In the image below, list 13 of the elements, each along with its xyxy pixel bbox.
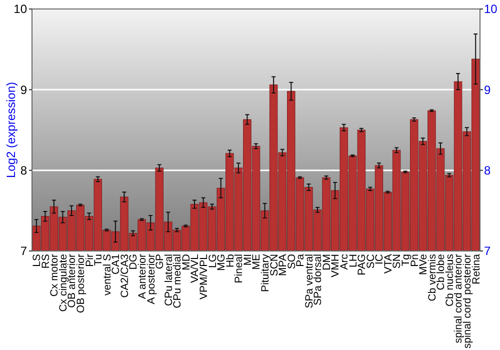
y2-tick-label: 9	[484, 82, 491, 97]
y2-tick-label: 10	[484, 2, 498, 16]
x-tick-label: VPM/VPL	[198, 254, 210, 300]
y-tick-label: 7	[20, 244, 28, 258]
x-tick-label: Tg	[400, 254, 412, 266]
y-tick-label: 9	[20, 82, 28, 97]
y2-tick-label: 8	[484, 164, 491, 178]
y-axis-title: Log2 (expression)	[4, 82, 18, 178]
y-tick-label: 10	[14, 2, 28, 16]
x-tick-label: RS	[40, 254, 52, 269]
y-tick-label: 8	[20, 164, 28, 178]
x-tick-label: OB posterior	[74, 254, 87, 313]
y2-tick-label: 7	[484, 244, 491, 258]
